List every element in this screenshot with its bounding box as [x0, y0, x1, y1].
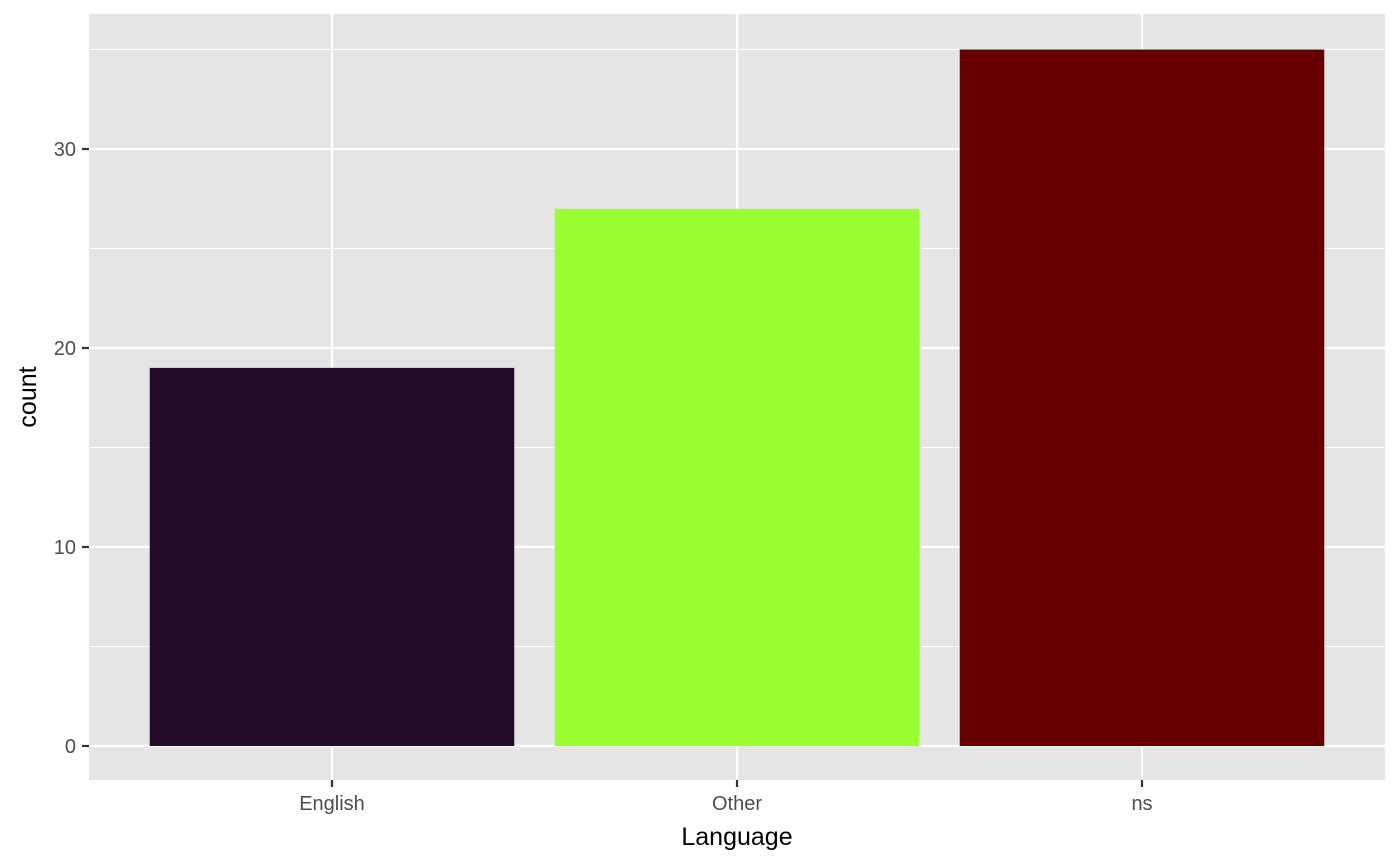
- x-tick-label-other: Other: [712, 793, 762, 815]
- x-tick-label-english: English: [299, 793, 365, 815]
- x-axis: English Other ns: [299, 780, 1153, 815]
- y-tick-label: 10: [54, 537, 76, 559]
- y-tick-label: 20: [54, 338, 76, 360]
- bar-ns: [959, 49, 1325, 746]
- y-tick-label: 30: [54, 139, 76, 161]
- bars-group: [149, 49, 1325, 746]
- x-tick-label-ns: ns: [1131, 793, 1152, 815]
- bar-english: [149, 367, 515, 746]
- y-tick-label: 0: [65, 736, 76, 758]
- y-axis: 0 10 20 30: [54, 139, 89, 758]
- x-axis-title: Language: [681, 823, 792, 851]
- y-axis-title: count: [14, 366, 42, 427]
- bar-other: [554, 208, 920, 746]
